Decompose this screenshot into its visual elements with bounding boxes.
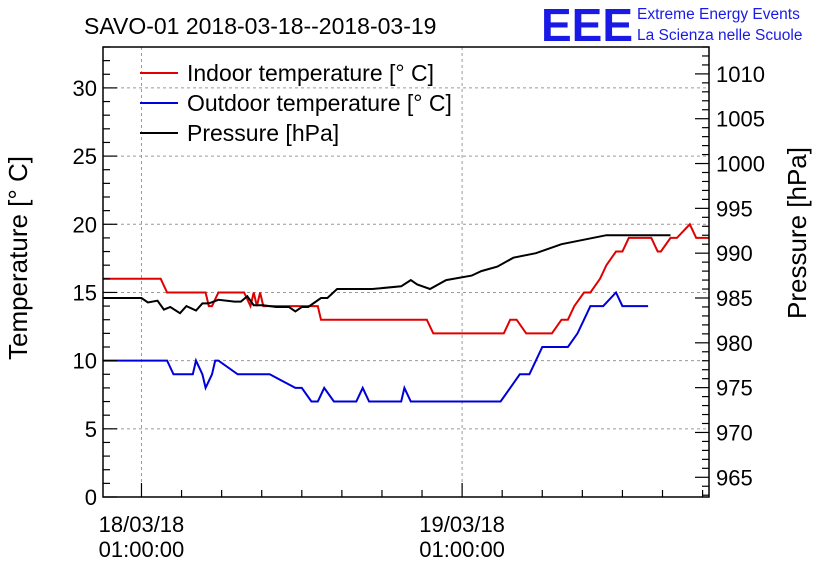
series-line-2: [103, 290, 649, 403]
right-axis: 965 970 975 980 985 990 995 1000 1005 1010: [695, 46, 765, 496]
y2-tick-label: 1010: [716, 62, 765, 87]
eee-logo: EEE Extreme Energy Events La Scienza nel…: [541, 0, 802, 51]
legend-label-2: Outdoor temperature [° C]: [187, 90, 452, 116]
y2-tick-label: 1005: [716, 107, 765, 132]
y-axis-title: Temperature [° C]: [3, 156, 33, 360]
y-tick-label: 25: [73, 144, 97, 169]
y2-axis-title: Pressure [hPa]: [782, 147, 812, 319]
chart-title: SAVO-01 2018-03-18--2018-03-19: [84, 13, 436, 39]
y-tick-label: 0: [85, 485, 97, 510]
y2-tick-label: 965: [716, 465, 753, 490]
logo-line-1: Extreme Energy Events: [637, 6, 800, 23]
grid: [103, 47, 709, 497]
y-tick-label: 10: [73, 349, 97, 374]
left-axis: 0 5 10 15 20 25 30: [73, 46, 117, 510]
y2-tick-label: 990: [716, 241, 753, 266]
series-line-1: [103, 222, 709, 335]
y2-tick-label: 1000: [716, 152, 765, 177]
plot-frame: [102, 46, 710, 498]
series-layer: [103, 222, 709, 403]
x-tick-time: 01:00:00: [99, 537, 185, 562]
y2-tick-label: 985: [716, 286, 753, 311]
y-tick-label: 15: [73, 280, 97, 305]
logo-mark: EEE: [541, 0, 633, 51]
logo-line-2: La Scienza nelle Scuole: [637, 27, 802, 44]
y-tick-label: 5: [85, 417, 97, 442]
y2-tick-label: 980: [716, 331, 753, 356]
series-line-3: [103, 234, 671, 315]
y2-tick-label: 970: [716, 420, 753, 445]
legend: Indoor temperature [° C] Outdoor temperat…: [140, 60, 452, 146]
y-tick-label: 20: [73, 212, 97, 237]
x-tick-date: 18/03/18: [99, 512, 185, 537]
x-tick-date: 19/03/18: [419, 512, 505, 537]
y-tick-label: 30: [73, 76, 97, 101]
x-tick-time: 01:00:00: [419, 537, 505, 562]
legend-label-1: Indoor temperature [° C]: [187, 60, 434, 86]
y2-tick-label: 995: [716, 196, 753, 221]
legend-label-3: Pressure [hPa]: [187, 120, 339, 146]
y2-tick-label: 975: [716, 376, 753, 401]
